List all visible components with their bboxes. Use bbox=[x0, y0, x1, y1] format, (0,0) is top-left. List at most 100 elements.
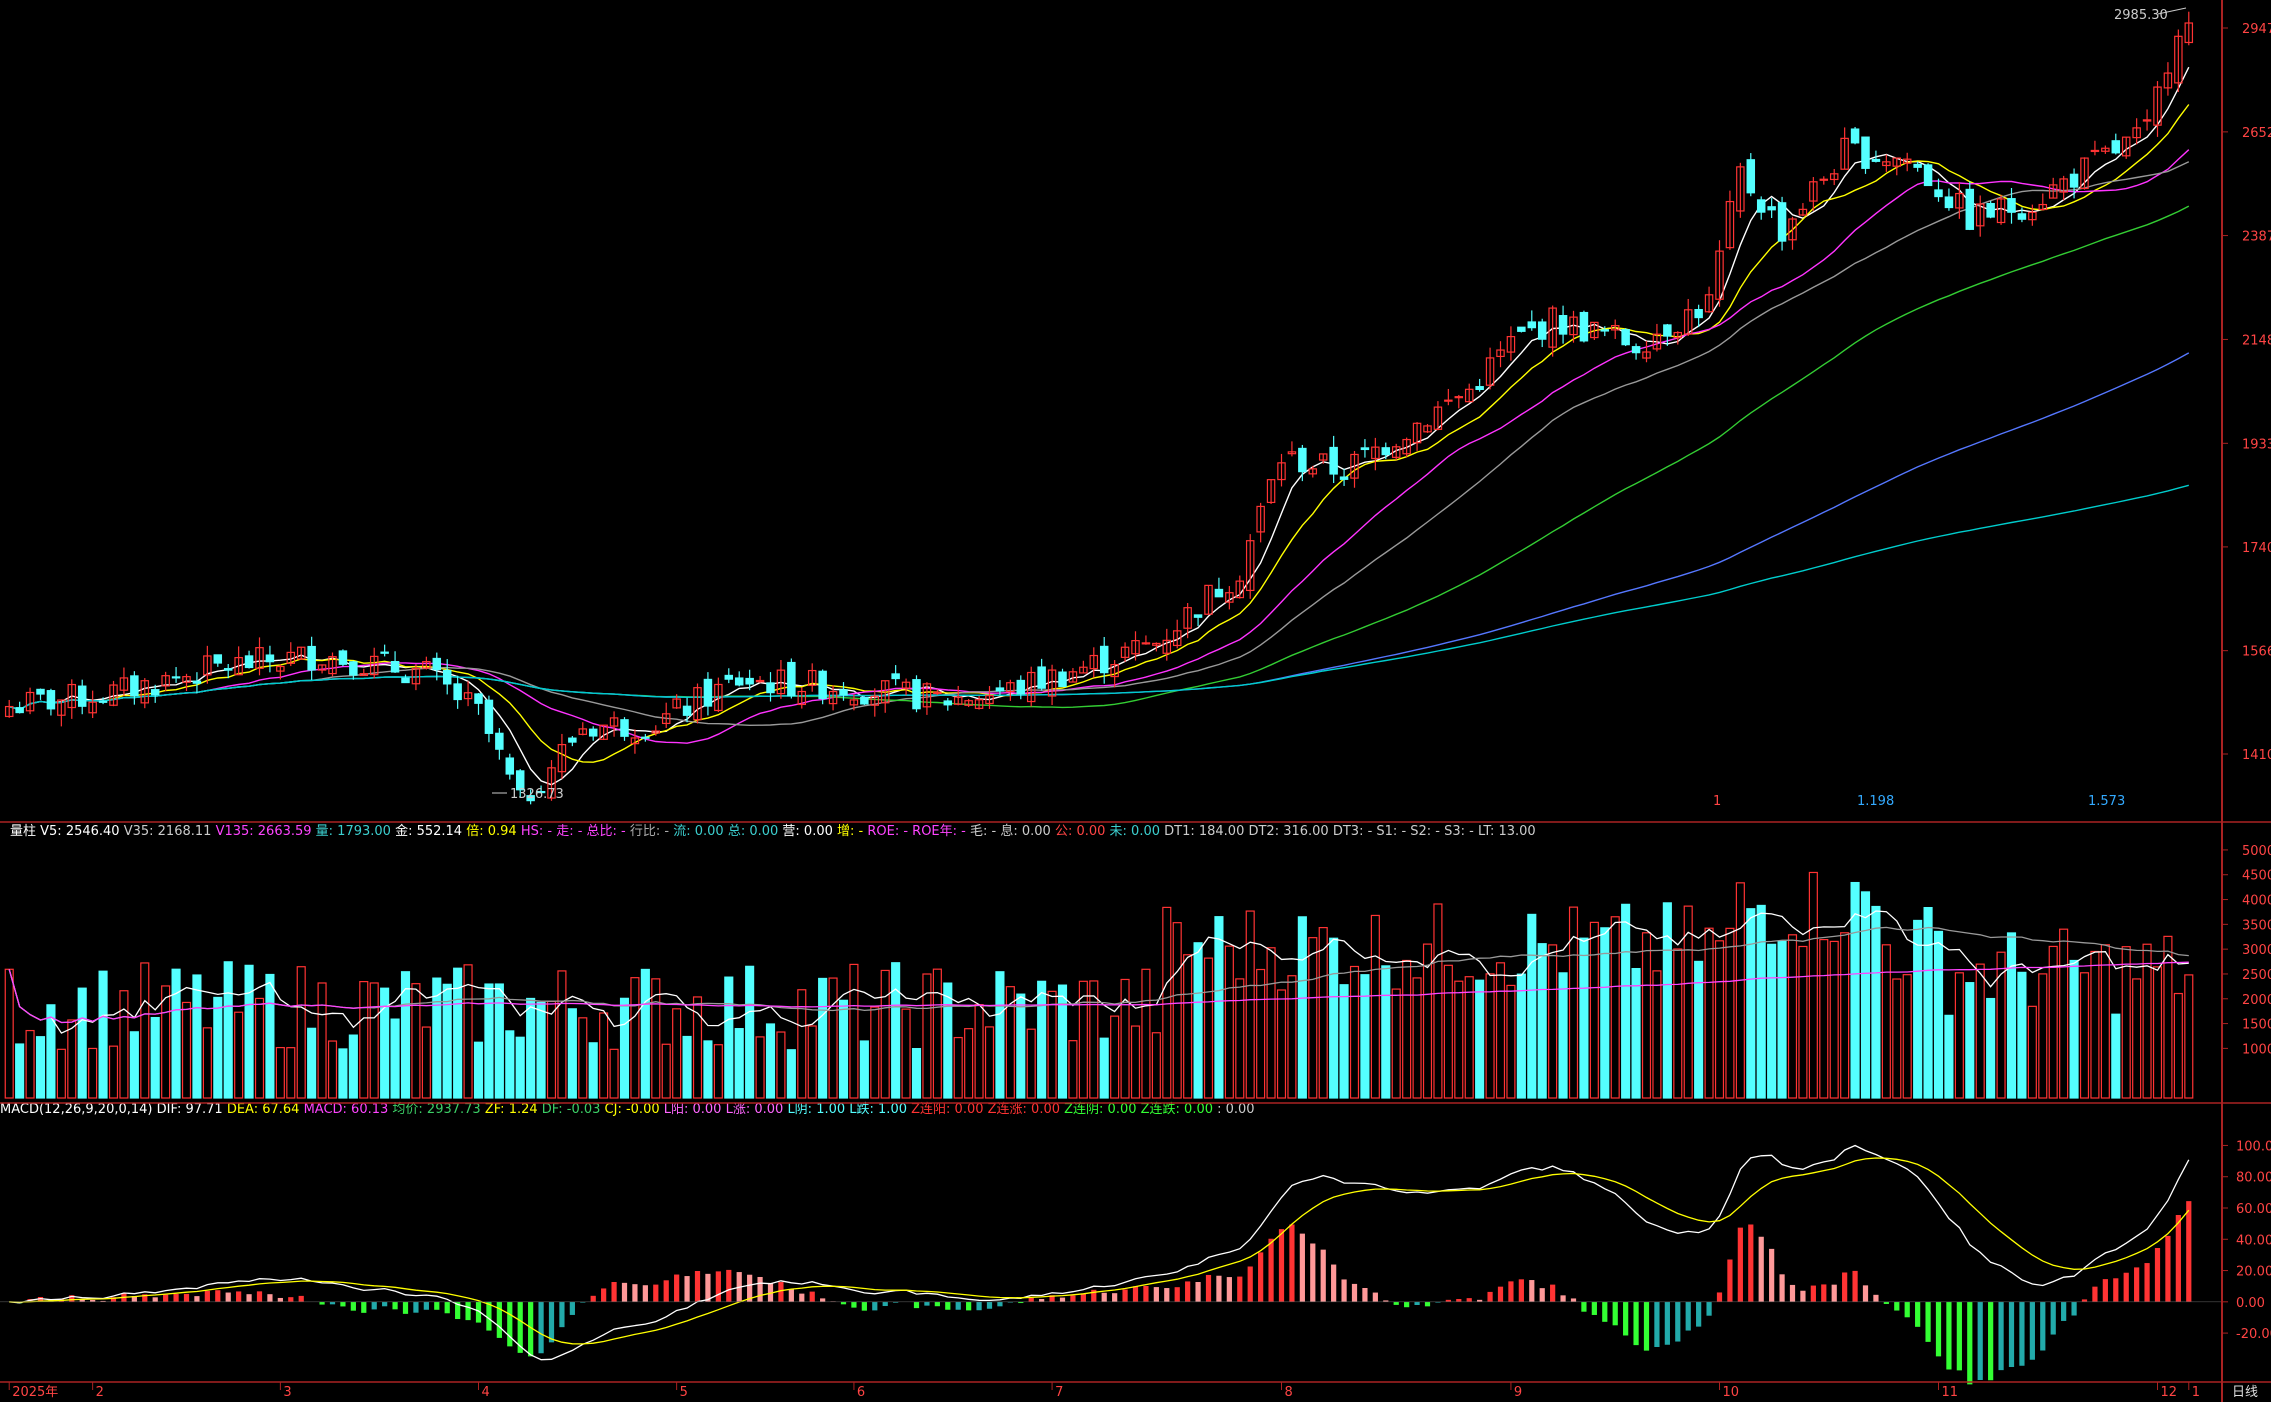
candle-body bbox=[77, 685, 87, 707]
candle bbox=[265, 645, 275, 673]
candle bbox=[1131, 631, 1140, 661]
candle bbox=[1663, 323, 1672, 346]
volume-header-item-12: 营: 0.00 bbox=[782, 824, 837, 839]
candle bbox=[860, 696, 869, 705]
volume-panel[interactable]: 量柱 V5: 2546.40 V35: 2168.11 V135: 2663.5… bbox=[4, 823, 2271, 1099]
volume-bar bbox=[1266, 947, 1276, 1099]
candle bbox=[1683, 298, 1693, 336]
candle bbox=[442, 659, 452, 695]
volume-bar bbox=[1130, 1025, 1141, 1099]
candle bbox=[515, 769, 525, 798]
candle bbox=[870, 688, 880, 717]
candle-body bbox=[1506, 336, 1516, 353]
candle bbox=[776, 659, 786, 699]
volume-bar bbox=[1600, 927, 1610, 1099]
candle-body bbox=[25, 691, 35, 712]
macd-header-item-6: CJ: -0.00 bbox=[605, 1102, 664, 1117]
candle bbox=[714, 677, 723, 713]
volume-bar bbox=[390, 1018, 400, 1099]
volume-bar bbox=[150, 1016, 160, 1099]
candle bbox=[1642, 340, 1651, 363]
volume-tick-label-2: 4000 bbox=[2242, 894, 2271, 909]
candle-body bbox=[734, 677, 744, 686]
volume-bar bbox=[98, 970, 108, 1099]
date-tick-label-6: 7 bbox=[1055, 1385, 1063, 1400]
candle bbox=[171, 667, 181, 683]
volume-bar bbox=[473, 1041, 484, 1099]
volume-bar bbox=[1516, 973, 1526, 1099]
volume-bar bbox=[1193, 942, 1203, 1099]
volume-bar bbox=[1933, 930, 1944, 1099]
candlesticks[interactable] bbox=[4, 11, 2194, 805]
candle bbox=[67, 679, 77, 719]
volume-bar bbox=[1568, 906, 1579, 1099]
candle bbox=[1517, 326, 1526, 333]
timeframe-label[interactable]: 日线 bbox=[2232, 1385, 2258, 1400]
candle bbox=[578, 722, 588, 736]
candle bbox=[1736, 162, 1745, 218]
macd-panel[interactable]: MACD(12,26,9,20,0,14) DIF: 97.71 DEA: 67… bbox=[0, 1101, 2271, 1385]
volume-bar bbox=[1537, 943, 1547, 1099]
volume-bar bbox=[526, 997, 536, 1099]
volume-bar bbox=[567, 1008, 577, 1099]
candle-body bbox=[1829, 173, 1839, 181]
candle-body bbox=[1172, 630, 1182, 647]
candle bbox=[1527, 310, 1537, 331]
candle-body bbox=[1381, 447, 1391, 456]
macd-header-item-3: 均价: 2937.73 bbox=[392, 1102, 484, 1117]
volume-bar bbox=[1631, 967, 1641, 1099]
candle bbox=[495, 728, 504, 760]
candle-body bbox=[1610, 325, 1620, 331]
candle bbox=[1391, 443, 1401, 461]
candle bbox=[828, 685, 838, 711]
candle-body bbox=[1861, 136, 1870, 169]
candle-body bbox=[1204, 584, 1213, 615]
volume-bar bbox=[1151, 1032, 1161, 1099]
volume-header-item-2: V135: 2663.59 bbox=[216, 824, 316, 839]
candle bbox=[46, 688, 56, 716]
volume-bar bbox=[1892, 978, 1902, 1099]
candle-body bbox=[223, 668, 233, 671]
candle-body bbox=[922, 683, 932, 708]
candle bbox=[2038, 193, 2048, 211]
candle-body bbox=[1089, 654, 1099, 670]
volume-bar bbox=[1913, 919, 1923, 1099]
candle-body bbox=[432, 657, 442, 671]
candle-body bbox=[588, 728, 598, 737]
candle bbox=[839, 682, 848, 701]
candle bbox=[1214, 577, 1224, 598]
candle-body bbox=[296, 646, 306, 660]
candle-body bbox=[651, 730, 661, 734]
candle-body bbox=[4, 705, 14, 718]
candle bbox=[1464, 383, 1474, 403]
volume-bar bbox=[1057, 984, 1068, 1099]
candle-body bbox=[1798, 208, 1808, 216]
candle bbox=[1016, 675, 1026, 700]
volume-average-lines bbox=[8, 910, 2189, 1034]
candle-body bbox=[1058, 671, 1067, 688]
macd-axis-ticks: 100.00 80.00 60.00 40.00 20.00 0.00 -20.00 bbox=[2222, 1139, 2271, 1342]
volume-bar bbox=[1235, 978, 1245, 1099]
volume-bar bbox=[2142, 943, 2152, 1099]
candle bbox=[307, 636, 316, 680]
candle bbox=[849, 694, 859, 711]
macd-histogram[interactable] bbox=[9, 1201, 2192, 1385]
candle-body bbox=[1423, 425, 1432, 433]
macd-tick-label-4: 20.00 bbox=[2236, 1265, 2271, 1280]
candle-body bbox=[1141, 642, 1151, 645]
price-panel[interactable]: 2947 2652 2387 2148 1933 1740 1566 1410 2985.30… bbox=[4, 7, 2271, 809]
volume-bar bbox=[1485, 973, 1495, 1099]
volume-bars[interactable] bbox=[4, 871, 2194, 1099]
volume-bar bbox=[1068, 1040, 1078, 1099]
candle-body bbox=[1433, 406, 1443, 430]
volume-bar bbox=[1005, 986, 1015, 1099]
candle bbox=[213, 654, 223, 667]
volume-bar bbox=[2121, 946, 2131, 1099]
candle bbox=[1788, 216, 1797, 250]
volume-bar bbox=[494, 983, 504, 1099]
candle bbox=[1996, 194, 2006, 225]
candle-body bbox=[1026, 671, 1036, 703]
volume-tick-label-6: 2000 bbox=[2242, 993, 2271, 1008]
candle bbox=[4, 699, 14, 718]
